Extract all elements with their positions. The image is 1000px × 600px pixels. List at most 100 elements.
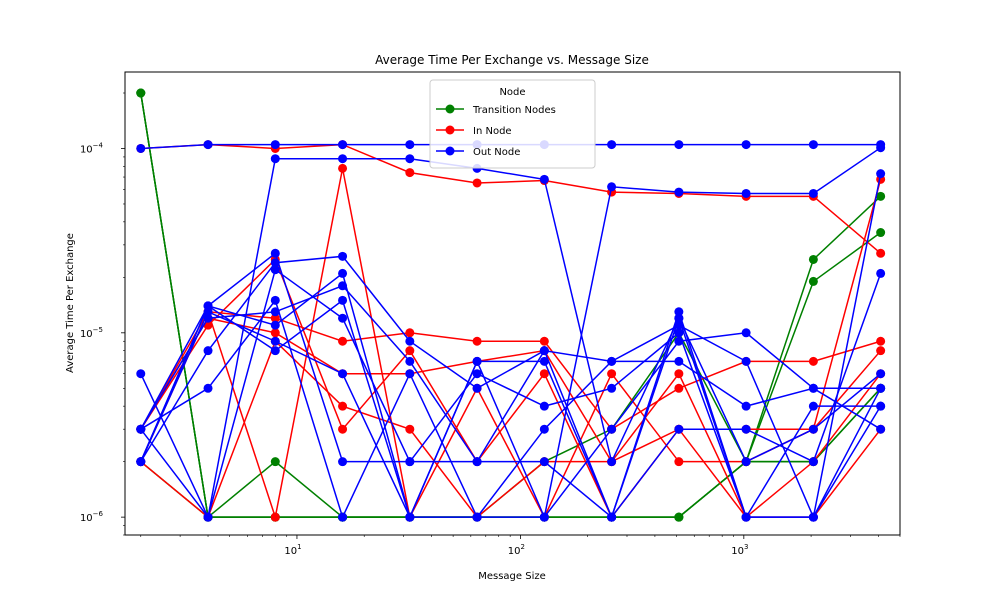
data-point: [338, 401, 348, 411]
data-point: [674, 512, 684, 522]
data-point: [203, 383, 213, 393]
data-point: [808, 276, 818, 286]
data-point: [674, 383, 684, 393]
data-point: [203, 140, 213, 150]
data-point: [808, 424, 818, 434]
data-point: [607, 457, 617, 467]
legend-swatch-marker: [445, 146, 455, 156]
legend-swatch-marker: [445, 125, 455, 135]
data-point: [607, 512, 617, 522]
series-line: [140, 255, 882, 520]
data-point: [607, 369, 617, 379]
legend-box: [429, 79, 596, 169]
data-point: [136, 143, 146, 153]
data-point: [338, 163, 348, 173]
data-point: [405, 328, 415, 338]
data-point: [405, 154, 415, 164]
data-point: [338, 313, 348, 323]
data-point: [136, 457, 146, 467]
data-point: [539, 369, 549, 379]
data-point: [338, 268, 348, 278]
data-point: [270, 248, 280, 258]
series-line: [140, 252, 882, 463]
data-point: [270, 258, 280, 268]
data-point: [674, 140, 684, 150]
data-point: [270, 265, 280, 275]
data-point: [203, 307, 213, 317]
data-point: [338, 369, 348, 379]
data-point: [876, 268, 886, 278]
data-point: [876, 191, 886, 201]
data-point: [674, 328, 684, 338]
legend-swatch-marker: [445, 104, 455, 114]
data-point: [338, 457, 348, 467]
data-point: [270, 336, 280, 346]
series-18: [136, 307, 886, 522]
data-point: [472, 369, 482, 379]
data-point: [270, 313, 280, 323]
data-point: [808, 512, 818, 522]
data-point: [338, 251, 348, 261]
data-point: [607, 356, 617, 366]
legend-entry-label: Out Node: [473, 147, 520, 158]
data-point: [539, 336, 549, 346]
data-point: [808, 401, 818, 411]
series-line: [140, 310, 882, 519]
data-point: [203, 346, 213, 356]
data-point: [405, 168, 415, 178]
data-point: [674, 457, 684, 467]
data-point: [472, 178, 482, 188]
data-point: [808, 140, 818, 150]
data-point: [674, 369, 684, 379]
data-point: [338, 140, 348, 150]
data-point: [539, 457, 549, 467]
data-point: [405, 336, 415, 346]
series-19: [136, 281, 886, 522]
data-point: [270, 320, 280, 330]
data-point: [203, 512, 213, 522]
legend-entry-label: In Node: [473, 126, 512, 137]
data-point: [338, 295, 348, 305]
data-point: [539, 346, 549, 356]
data-point: [808, 188, 818, 198]
data-point: [270, 457, 280, 467]
data-point: [876, 248, 886, 258]
data-point: [876, 346, 886, 356]
data-point: [607, 182, 617, 192]
data-point: [270, 328, 280, 338]
series-line: [140, 147, 882, 520]
data-point: [741, 140, 751, 150]
data-point: [808, 383, 818, 393]
series-line: [140, 317, 882, 463]
series-line: [140, 298, 881, 520]
data-point: [405, 140, 415, 150]
data-point: [741, 424, 751, 434]
series-line: [140, 273, 882, 520]
data-point: [270, 140, 280, 150]
data-point: [136, 88, 146, 98]
data-point: [405, 457, 415, 467]
data-point: [741, 356, 751, 366]
data-point: [338, 512, 348, 522]
data-point: [338, 154, 348, 164]
data-point: [405, 346, 415, 356]
data-point: [472, 457, 482, 467]
data-point: [270, 307, 280, 317]
data-point: [876, 369, 886, 379]
data-point: [741, 188, 751, 198]
legend-title: Node: [499, 87, 525, 98]
data-point: [539, 401, 549, 411]
data-point: [405, 512, 415, 522]
data-point: [876, 383, 886, 393]
series-line: [140, 143, 882, 254]
data-point: [808, 356, 818, 366]
data-point: [338, 336, 348, 346]
x-axis-label: Message Size: [478, 571, 546, 582]
plot-frame: [124, 71, 901, 536]
data-point: [674, 424, 684, 434]
data-point: [270, 295, 280, 305]
data-point: [405, 424, 415, 434]
data-point: [607, 424, 617, 434]
data-point: [808, 254, 818, 264]
